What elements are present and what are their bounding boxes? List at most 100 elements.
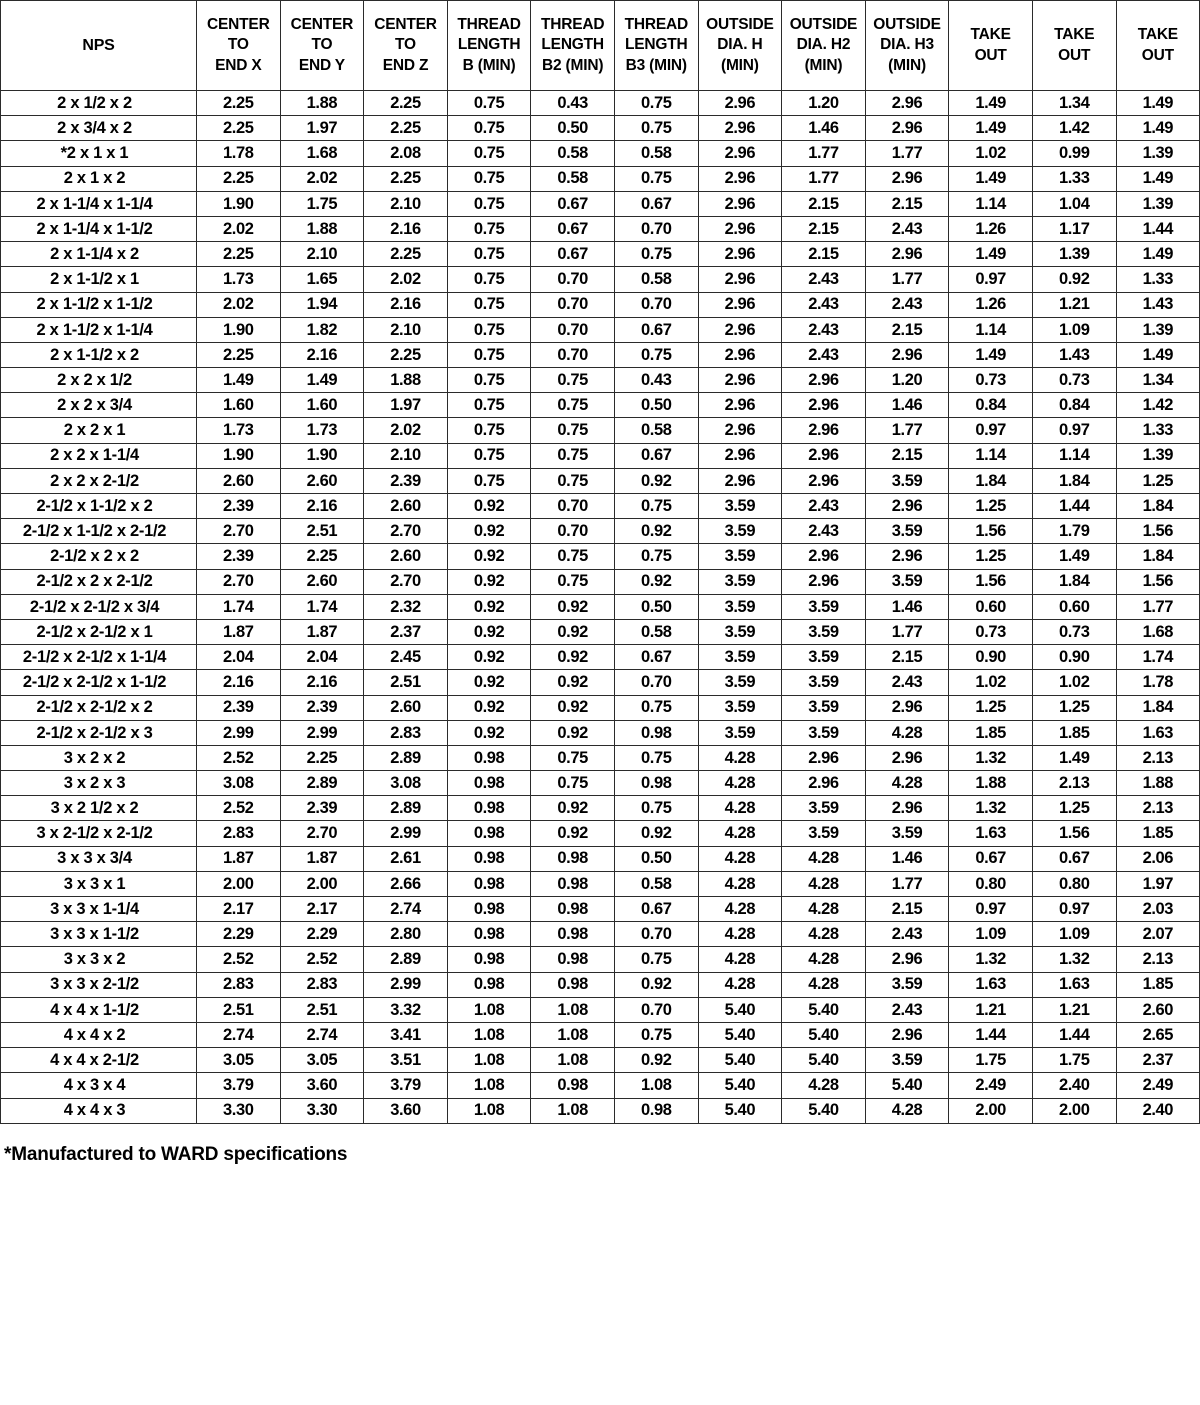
value-cell-outside_dia_h3: 2.43 — [864, 291, 950, 318]
value-cell-outside_dia_h: 4.28 — [697, 870, 783, 898]
value-cell-take_out_3: 1.34 — [1115, 367, 1200, 394]
column-header-line: B2 (MIN) — [542, 56, 604, 74]
value-cell-thread_length_b2: 0.75 — [530, 770, 615, 797]
value-cell-center_to_end_x: 2.52 — [196, 795, 281, 822]
value-cell-center_to_end_z: 2.99 — [363, 971, 448, 998]
value-cell-take_out_1: 0.60 — [948, 593, 1033, 620]
value-cell-take_out_3: 1.49 — [1115, 241, 1200, 268]
value-cell-outside_dia_h3: 1.20 — [864, 367, 950, 394]
value-cell-outside_dia_h3: 2.43 — [864, 215, 950, 243]
value-cell-take_out_3: 1.49 — [1115, 341, 1200, 369]
value-cell-take_out_3: 2.03 — [1115, 895, 1200, 923]
value-cell-thread_length_b: 0.92 — [446, 543, 532, 570]
nps-size-cell: 2 x 1/2 x 2 — [0, 89, 197, 117]
value-cell-center_to_end_y: 1.60 — [279, 392, 365, 419]
dimensions-table: NPS CENTER TO END X CENTER TO END Y CENTER TO END… — [0, 0, 1200, 1124]
value-cell-outside_dia_h: 2.96 — [697, 241, 783, 268]
value-cell-take_out_3: 1.63 — [1115, 719, 1200, 746]
value-cell-outside_dia_h2: 4.28 — [781, 1072, 866, 1099]
value-cell-outside_dia_h: 2.96 — [697, 165, 783, 192]
nps-size-cell: 3 x 3 x 3/4 — [0, 845, 197, 872]
value-cell-outside_dia_h: 4.28 — [697, 770, 783, 797]
value-cell-outside_dia_h: 4.28 — [697, 971, 783, 998]
value-cell-center_to_end_x: 2.83 — [196, 971, 281, 998]
value-cell-thread_length_b: 0.75 — [446, 215, 532, 243]
value-cell-take_out_3: 2.37 — [1115, 1047, 1200, 1074]
value-cell-take_out_2: 0.97 — [1031, 417, 1117, 444]
value-cell-thread_length_b2: 1.08 — [530, 1097, 615, 1124]
value-cell-thread_length_b3: 0.67 — [613, 644, 699, 671]
value-cell-take_out_3: 2.13 — [1115, 744, 1200, 772]
table-row: 2 x 1-1/4 x 2 2.25 2.10 2.25 0.75 0.67 0.75 2.9… — [0, 241, 1200, 268]
value-cell-take_out_3: 2.06 — [1115, 845, 1200, 872]
value-cell-outside_dia_h3: 2.43 — [864, 669, 950, 696]
value-cell-take_out_3: 1.49 — [1115, 165, 1200, 192]
value-cell-center_to_end_y: 1.97 — [279, 115, 365, 142]
value-cell-take_out_2: 1.42 — [1031, 115, 1117, 142]
table-row: 2-1/2 x 1-1/2 x 2-1/2 2.70 2.51 2.70 0.92 0.7… — [0, 518, 1200, 545]
value-cell-take_out_1: 2.00 — [948, 1097, 1033, 1124]
value-cell-outside_dia_h: 3.59 — [697, 568, 783, 595]
value-cell-outside_dia_h3: 4.28 — [864, 719, 950, 746]
nps-size-cell: 2 x 1-1/4 x 1-1/2 — [0, 215, 197, 243]
column-header-line: END Z — [382, 56, 429, 74]
value-cell-take_out_3: 2.60 — [1115, 996, 1200, 1023]
value-cell-outside_dia_h: 3.59 — [697, 492, 783, 520]
column-header-line: END Y — [298, 56, 345, 74]
nps-size-cell: 2-1/2 x 2 x 2-1/2 — [0, 568, 197, 595]
column-header-take_out_1: TAKE OUT — [948, 0, 1033, 91]
value-cell-center_to_end_y: 1.49 — [279, 367, 365, 394]
value-cell-take_out_3: 1.25 — [1115, 467, 1200, 495]
value-cell-center_to_end_z: 3.51 — [363, 1047, 448, 1074]
value-cell-thread_length_b3: 0.75 — [613, 341, 699, 369]
value-cell-outside_dia_h2: 5.40 — [781, 1021, 866, 1049]
value-cell-take_out_1: 1.25 — [948, 543, 1033, 570]
column-header-line: THREAD — [624, 15, 689, 33]
value-cell-thread_length_b2: 0.92 — [530, 669, 615, 696]
nps-size-cell: 2 x 2 x 1-1/4 — [0, 442, 197, 469]
value-cell-center_to_end_z: 2.45 — [363, 644, 448, 671]
value-cell-take_out_1: 0.97 — [948, 417, 1033, 444]
value-cell-outside_dia_h3: 1.77 — [864, 266, 950, 293]
value-cell-thread_length_b2: 0.75 — [530, 392, 615, 419]
column-header-line: NPS — [82, 36, 115, 54]
nps-size-cell: 3 x 2 x 3 — [0, 770, 197, 797]
value-cell-outside_dia_h3: 2.15 — [864, 442, 950, 469]
value-cell-take_out_3: 1.85 — [1115, 971, 1200, 998]
value-cell-take_out_2: 0.80 — [1031, 870, 1117, 898]
value-cell-take_out_2: 1.44 — [1031, 1021, 1117, 1049]
value-cell-thread_length_b3: 0.75 — [613, 694, 699, 721]
value-cell-center_to_end_z: 2.25 — [363, 165, 448, 192]
value-cell-thread_length_b: 0.75 — [446, 442, 532, 469]
value-cell-take_out_2: 1.33 — [1031, 165, 1117, 192]
value-cell-center_to_end_x: 2.16 — [196, 669, 281, 696]
value-cell-thread_length_b: 1.08 — [446, 1021, 532, 1049]
value-cell-thread_length_b2: 0.98 — [530, 946, 615, 973]
value-cell-outside_dia_h2: 2.96 — [781, 568, 866, 595]
value-cell-outside_dia_h: 4.28 — [697, 946, 783, 973]
value-cell-outside_dia_h3: 2.43 — [864, 921, 950, 948]
value-cell-take_out_2: 1.09 — [1031, 316, 1117, 343]
value-cell-center_to_end_x: 2.99 — [196, 719, 281, 746]
column-header-line: DIA. H2 — [796, 36, 851, 54]
value-cell-center_to_end_x: 2.39 — [196, 694, 281, 721]
table-row: 2-1/2 x 2-1/2 x 3 2.99 2.99 2.83 0.92 0.92 0.9… — [0, 719, 1200, 746]
value-cell-thread_length_b3: 0.92 — [613, 1047, 699, 1074]
value-cell-thread_length_b: 0.98 — [446, 744, 532, 772]
value-cell-outside_dia_h2: 3.59 — [781, 669, 866, 696]
value-cell-thread_length_b3: 0.92 — [613, 971, 699, 998]
value-cell-take_out_1: 0.97 — [948, 895, 1033, 923]
value-cell-center_to_end_x: 2.39 — [196, 492, 281, 520]
value-cell-thread_length_b3: 0.75 — [613, 165, 699, 192]
value-cell-center_to_end_x: 2.39 — [196, 543, 281, 570]
value-cell-thread_length_b: 0.98 — [446, 845, 532, 872]
value-cell-outside_dia_h: 3.59 — [697, 618, 783, 646]
value-cell-thread_length_b2: 0.70 — [530, 291, 615, 318]
table-row: 2 x 1-1/4 x 1-1/2 2.02 1.88 2.16 0.75 0.67 0.7… — [0, 215, 1200, 243]
value-cell-thread_length_b3: 0.98 — [613, 1097, 699, 1124]
value-cell-thread_length_b3: 0.58 — [613, 870, 699, 898]
nps-size-cell: 2 x 2 x 1/2 — [0, 367, 197, 394]
value-cell-center_to_end_y: 2.00 — [279, 870, 365, 898]
column-header-line: OUTSIDE — [873, 15, 941, 33]
value-cell-take_out_3: 2.13 — [1115, 946, 1200, 973]
